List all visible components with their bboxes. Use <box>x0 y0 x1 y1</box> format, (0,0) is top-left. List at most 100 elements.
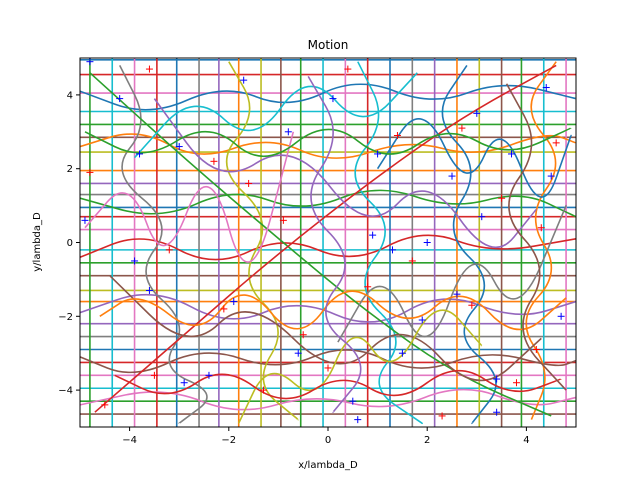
end-marker <box>537 224 545 232</box>
start-marker <box>175 143 183 151</box>
end-marker <box>408 257 416 265</box>
start-marker <box>388 246 396 254</box>
end-marker <box>512 379 520 387</box>
end-marker <box>344 65 352 73</box>
start-marker <box>131 257 139 265</box>
trajectory-path <box>307 75 362 414</box>
end-marker <box>279 216 287 224</box>
trajectory-path <box>237 309 483 424</box>
start-marker <box>369 231 377 239</box>
x-tick-label: −4 <box>122 435 137 446</box>
chart-title: Motion <box>308 38 349 52</box>
start-marker <box>374 150 382 158</box>
trajectory-path <box>80 133 576 159</box>
y-axis-ticks: −4 −2 0 2 4 <box>58 90 80 397</box>
end-marker <box>364 283 372 291</box>
end-marker <box>150 371 158 379</box>
start-marker <box>354 416 362 424</box>
start-marker <box>448 172 456 180</box>
start-marker <box>240 76 248 84</box>
start-marker <box>294 349 302 357</box>
start-marker <box>284 128 292 136</box>
start-marker <box>542 84 550 92</box>
y-tick-label: −2 <box>58 312 73 323</box>
trajectory-path <box>99 290 567 331</box>
trajectory-path <box>153 98 538 249</box>
trajectory-path <box>80 388 576 411</box>
start-marker <box>423 239 431 246</box>
plot-area <box>80 58 576 427</box>
trajectory-path <box>114 369 562 400</box>
end-marker <box>552 139 560 147</box>
end-marker <box>299 331 307 339</box>
end-marker <box>245 179 253 187</box>
trajectory-path <box>89 72 552 417</box>
start-marker <box>493 408 501 416</box>
end-marker <box>101 401 109 409</box>
end-marker <box>532 346 540 354</box>
y-axis-label: y/lambda_D <box>32 212 43 272</box>
start-marker <box>508 150 516 158</box>
x-axis-label: x/lambda_D <box>298 460 358 471</box>
x-tick-label: 2 <box>424 435 430 446</box>
trajectory-path <box>118 65 208 425</box>
trajectory-path <box>80 234 576 261</box>
start-marker <box>349 397 357 405</box>
end-marker <box>260 386 268 394</box>
end-marker <box>393 131 401 139</box>
start-marker <box>473 109 481 117</box>
end-marker <box>165 246 173 254</box>
start-marker <box>81 216 89 224</box>
trajectory-path <box>525 61 557 420</box>
end-marker <box>210 157 218 165</box>
start-marker <box>230 298 238 306</box>
end-marker <box>468 301 476 309</box>
trajectory-path <box>84 131 295 263</box>
x-tick-label: 4 <box>523 435 529 446</box>
trajectory-path <box>80 293 576 323</box>
x-tick-label: 0 <box>325 435 331 446</box>
end-marker <box>498 194 506 202</box>
start-marker <box>418 316 426 324</box>
start-marker <box>453 290 461 298</box>
start-marker <box>145 286 153 294</box>
y-tick-label: 4 <box>67 90 73 101</box>
trajectory-markers <box>81 58 565 424</box>
end-marker <box>220 305 228 313</box>
start-marker <box>205 371 213 379</box>
trajectory-path <box>505 83 567 391</box>
start-marker <box>136 150 144 158</box>
y-tick-label: 2 <box>67 164 73 175</box>
trajectory-path <box>134 72 418 159</box>
trajectory-path <box>84 127 572 157</box>
y-tick-label: −4 <box>58 386 73 397</box>
start-marker <box>478 213 486 221</box>
end-marker <box>145 65 153 73</box>
end-marker <box>324 364 332 372</box>
start-marker <box>86 58 94 66</box>
start-marker <box>547 172 555 180</box>
trajectory-path <box>376 118 572 198</box>
trajectory-curves <box>80 61 576 425</box>
end-marker <box>458 124 466 132</box>
end-marker <box>86 168 94 176</box>
start-marker <box>116 95 124 103</box>
end-marker <box>438 412 446 420</box>
x-axis-ticks: −4 −2 0 2 4 <box>122 427 530 446</box>
trajectory-path <box>94 64 557 413</box>
start-marker <box>329 95 337 103</box>
vertical-trajectory-lines <box>89 58 567 427</box>
x-tick-label: −2 <box>221 435 236 446</box>
y-tick-label: 0 <box>67 238 73 249</box>
start-marker <box>398 349 406 357</box>
trajectory-path <box>354 61 424 425</box>
trajectory-path <box>337 204 567 343</box>
start-marker <box>557 312 565 320</box>
start-marker <box>180 379 188 387</box>
trajectory-path <box>80 83 576 111</box>
trajectory-path <box>225 61 299 421</box>
start-marker <box>493 375 501 383</box>
trajectory-path <box>80 349 576 374</box>
